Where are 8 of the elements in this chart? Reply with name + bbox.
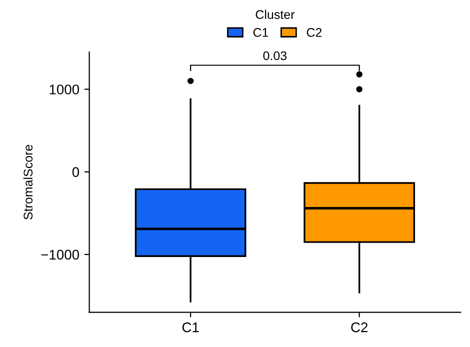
legend-title: Cluster bbox=[256, 10, 295, 19]
legend-label: C1 bbox=[253, 28, 268, 37]
annotation: 0.03 bbox=[263, 51, 287, 60]
y-tick-label: 0 bbox=[72, 167, 80, 178]
y-tick-label: 1000 bbox=[50, 84, 80, 94]
y-axis-title: StromalScore bbox=[23, 144, 33, 220]
y-tick-label: −1000 bbox=[41, 250, 80, 260]
legend-label: C2 bbox=[306, 28, 322, 37]
